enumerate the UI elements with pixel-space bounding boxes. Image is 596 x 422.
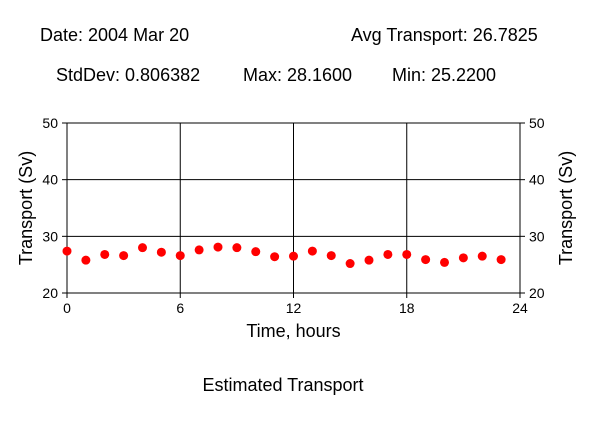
data-point	[62, 246, 72, 256]
data-point	[326, 251, 336, 261]
data-point	[251, 247, 261, 257]
chart-grid	[67, 123, 520, 293]
y-tick-label-right: 20	[529, 285, 545, 301]
y-tick-label-left: 50	[42, 115, 58, 131]
data-point	[119, 251, 129, 261]
y-tick-label-right: 40	[529, 172, 545, 188]
y-tick-label-left: 30	[42, 228, 58, 244]
data-point	[81, 255, 91, 265]
y-axis-title-left: Transport (Sv)	[16, 151, 36, 265]
x-tick-label: 18	[399, 300, 415, 316]
data-point	[458, 253, 468, 263]
data-point	[270, 252, 280, 262]
stddev-label: StdDev: 0.806382	[56, 65, 201, 85]
data-point	[100, 249, 110, 259]
data-point	[289, 251, 298, 261]
data-points	[62, 242, 506, 269]
min-label: Min: 25.2200	[392, 65, 497, 85]
x-tick-label: 12	[286, 300, 302, 316]
date-label: Date: 2004 Mar 20	[40, 25, 190, 45]
data-point	[383, 249, 393, 259]
x-tick-label: 0	[63, 300, 71, 316]
y-tick-label-right: 30	[529, 228, 545, 244]
data-point	[477, 251, 487, 261]
data-point	[156, 247, 166, 257]
data-point	[194, 245, 204, 255]
data-point	[175, 251, 185, 261]
avg-transport-label: Avg Transport: 26.7825	[351, 25, 538, 45]
y-tick-label-left: 20	[42, 285, 58, 301]
data-point	[402, 249, 412, 259]
data-point	[496, 255, 506, 265]
y-tick-label-right: 50	[529, 115, 545, 131]
data-point	[440, 257, 449, 267]
data-point	[138, 243, 147, 253]
data-point	[307, 246, 317, 256]
x-axis-title: Time, hours	[246, 321, 340, 341]
chart-caption: Estimated Transport	[202, 375, 364, 395]
data-point	[232, 243, 242, 253]
max-label: Max: 28.1600	[243, 65, 353, 85]
x-tick-label: 24	[512, 300, 528, 316]
data-point	[364, 255, 374, 265]
y-axis-title-right: Transport (Sv)	[556, 151, 576, 265]
x-tick-label: 6	[176, 300, 184, 316]
data-point	[345, 259, 355, 269]
y-tick-label-left: 40	[42, 172, 58, 188]
data-point	[213, 242, 223, 252]
data-point	[421, 255, 431, 265]
